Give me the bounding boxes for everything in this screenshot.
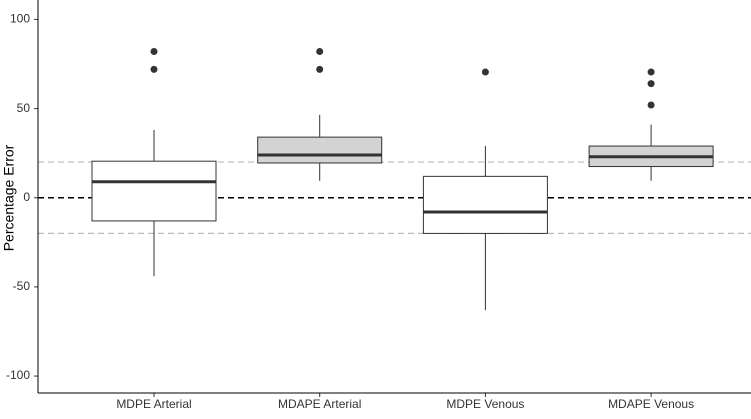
x-tick-label: MDAPE Arterial — [278, 397, 361, 411]
y-tick-label: 100 — [10, 12, 30, 26]
box — [422, 175, 548, 234]
box — [91, 160, 217, 222]
y-tick-label: 0 — [23, 190, 30, 204]
outlier — [150, 48, 158, 56]
outlier — [647, 68, 655, 76]
outlier — [481, 68, 489, 76]
y-tick-label: 50 — [17, 101, 31, 115]
y-tick-label: -100 — [6, 368, 30, 382]
outlier — [647, 101, 655, 109]
outlier — [316, 65, 324, 73]
y-axis-title: Percentage Error — [1, 144, 17, 251]
x-tick-label: MDPE Venous — [446, 397, 524, 411]
outlier — [647, 80, 655, 88]
box — [257, 136, 383, 164]
y-tick-label: -50 — [13, 279, 31, 293]
x-tick-label: MDAPE Venous — [608, 397, 694, 411]
x-tick-label: MDPE Arterial — [116, 397, 191, 411]
outlier — [150, 65, 158, 73]
outlier — [316, 48, 324, 56]
